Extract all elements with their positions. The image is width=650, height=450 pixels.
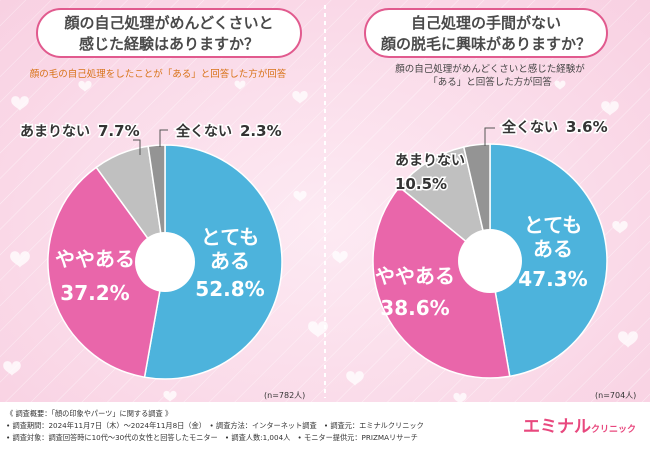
footer-title: 《 調査概要：「顔の印象やパーツ」に関する調査 》 [6,409,173,418]
heart-icon [78,80,92,92]
subtitle-left-text: 顔の毛の自己処理をしたことが「ある」と回答した方が回答 [29,69,287,80]
pie-chart-left: とてもある 52.8% ややある 37.2% あまりない 7.7% 全くない 2.3% [19,121,283,380]
slice-label: とてもある 47.3% [518,213,587,291]
heart-icon [601,101,619,116]
subtitle-right-line2: 「ある」と回答した方が回答 [428,77,552,88]
slice-label: とてもある 52.8% [195,225,264,301]
question-right: 自己処理の手間がない 顔の脱毛に興味がありますか？ [364,8,608,58]
question-left-line1: 顔の自己処理がめんどくさいと [64,14,274,32]
slice-name-label: とても [201,225,259,249]
slice-name-label: あまりない [20,124,90,140]
footer-line1: • 調査期間：2024年11月7日（木）～2024年11月8日（金） • 調査方… [6,421,424,430]
heart-icon [612,220,628,234]
leader-line [159,129,168,147]
hearts-decoration [3,80,638,404]
sample-size-left: (n=782人) [264,391,306,400]
pie-slice [372,185,511,379]
slice-name-label: ややある [375,264,455,288]
slice-percent-label: 47.3% [518,267,587,291]
slice-name-label: ある [533,237,573,261]
question-left: 顔の自己処理がめんどくさいと 感じた経験はありますか？ [36,8,302,58]
slice-percent-label: 7.7% [98,122,140,140]
slice-name-label: ややある [55,247,135,271]
footer [0,402,650,450]
footer-line2: • 調査対象：調査回答時に10代～30代の女性と回答したモニター • 調査人数:… [6,433,418,442]
subtitle-right: 顔の自己処理がめんどくさいと感じた経験が 「ある」と回答した方が回答 [350,63,630,89]
slice-label: ややある 38.6% [375,264,455,320]
question-right-line2: 顔の脱毛に興味がありますか？ [380,35,591,53]
pie-center-hole [458,229,522,293]
heart-icon [453,392,467,404]
heart-icon [332,250,348,264]
heart-icon [292,90,308,104]
subtitle-right-line1: 顔の自己処理がめんどくさいと感じた経験が [395,64,585,75]
heart-icon [618,331,638,348]
heart-icon [308,321,328,338]
sample-size-right: (n=704人) [595,391,637,400]
slice-name-label: あまりない [395,153,465,169]
slice-name-label: 全くない [501,119,558,136]
slice-percent-label: 10.5% [395,175,447,193]
heart-icon [234,80,246,90]
heart-icon [554,80,566,90]
logo-main: エミナル [522,417,591,437]
leader-line [133,139,141,155]
heart-icon [163,390,177,402]
pie-chart-right: とてもある 47.3% ややある 38.6% あまりない 10.5% 全くない 3.6% [372,117,609,379]
question-left-line2: 感じた経験はありますか？ [78,35,259,53]
logo-sub: クリニック [590,425,636,435]
slice-name-label: ある [210,249,250,273]
clinic-logo: エミナルクリニック [523,412,636,437]
leader-line [484,127,495,146]
heart-icon [293,190,307,202]
slice-label: あまりない 10.5% [395,153,465,193]
pie-center-hole [135,232,195,292]
slice-name-label: 全くない [175,123,232,140]
pie-slice [47,166,166,379]
heart-icon [346,371,364,386]
slice-percent-label: 3.6% [566,118,608,136]
pie-slice [143,144,283,380]
slice-percent-label: 2.3% [240,122,282,140]
slice-name-label: とても [524,213,582,237]
slice-percent-label: 38.6% [380,296,449,320]
heart-icon [11,96,29,111]
slice-label: 全くない 2.3% [175,122,282,140]
heart-icon [10,251,30,268]
pie-slice [489,143,608,378]
pie-slice [398,146,492,263]
slice-percent-label: 52.8% [195,277,264,301]
slice-label: ややある 37.2% [55,247,135,305]
question-right-line1: 自己処理の手間がない [410,14,561,32]
slice-label: 全くない 3.6% [501,118,608,136]
slice-percent-label: 37.2% [60,281,129,305]
subtitle-left: 顔の毛の自己処理をしたことが「ある」と回答した方が回答 [8,66,308,80]
slice-label: あまりない 7.7% [20,122,140,140]
heart-icon [3,361,21,376]
